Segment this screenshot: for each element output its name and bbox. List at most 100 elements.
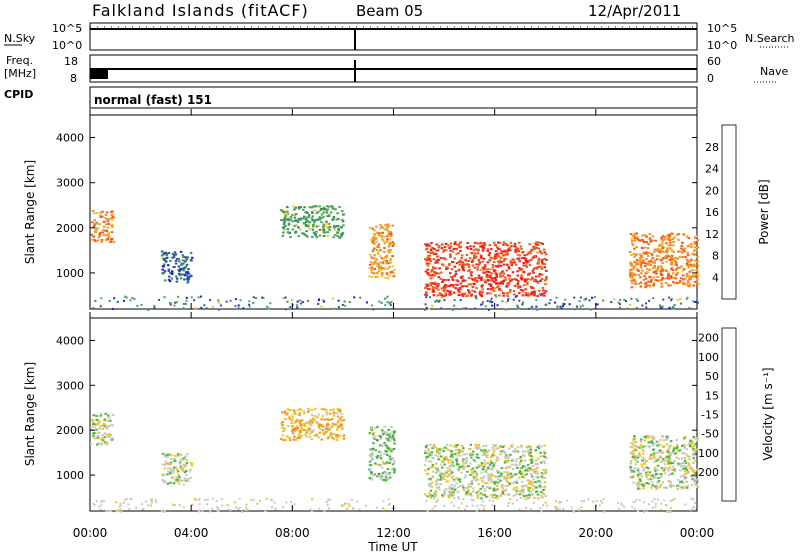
velocity-echo-cell xyxy=(545,504,548,507)
power-echo-cell xyxy=(656,269,659,272)
velocity-echo-cell xyxy=(293,421,296,424)
velocity-echo-cell xyxy=(532,501,535,504)
power-echo-cell xyxy=(307,216,311,218)
power-echo-cell xyxy=(494,250,498,253)
velocity-echo-cell xyxy=(578,508,581,511)
power-echo-cell xyxy=(650,254,654,257)
power-echo-cell xyxy=(186,271,189,274)
power-echo-cell xyxy=(662,298,665,301)
power-echo-cell xyxy=(670,260,673,263)
velocity-echo-cell xyxy=(436,468,439,471)
power-echo-cell xyxy=(529,278,532,281)
velocity-echo-cell xyxy=(325,501,328,504)
power-echo-cell xyxy=(507,266,510,269)
velocity-echo-cell xyxy=(328,412,332,415)
velocity-echo-cell xyxy=(431,464,435,467)
power-colorbar-tick: 16 xyxy=(705,206,719,219)
power-echo-cell xyxy=(237,306,240,309)
velocity-echo-cell xyxy=(652,448,655,451)
power-echo-cell xyxy=(93,224,96,227)
power-echo-cell xyxy=(520,251,524,254)
power-echo-cell xyxy=(184,256,187,259)
velocity-echo-cell xyxy=(491,474,494,477)
velocity-echo-cell xyxy=(381,472,385,475)
velocity-echo-cell xyxy=(530,462,533,464)
power-echo-cell xyxy=(658,248,662,251)
velocity-echo-cell xyxy=(370,472,373,475)
power-echo-cell xyxy=(630,253,633,256)
velocity-echo-cell xyxy=(369,448,372,451)
velocity-echo-cell xyxy=(540,510,543,513)
power-echo-cell xyxy=(508,277,511,280)
power-echo-cell xyxy=(377,270,381,273)
power-echo-cell xyxy=(535,299,538,301)
velocity-echo-cell xyxy=(529,479,532,482)
power-echo-cell xyxy=(505,285,509,288)
power-echo-cell xyxy=(389,304,392,307)
velocity-echo-cell xyxy=(189,476,193,479)
velocity-echo-cell xyxy=(456,491,459,494)
power-echo-cell xyxy=(330,205,334,208)
velocity-echo-cell xyxy=(469,468,473,471)
power-echo-cell xyxy=(654,279,657,281)
velocity-echo-cell xyxy=(518,493,521,496)
velocity-echo-cell xyxy=(633,467,637,470)
power-echo-cell xyxy=(455,253,458,256)
power-echo-cell xyxy=(426,257,429,259)
velocity-echo-cell xyxy=(471,467,475,470)
power-echo-cell xyxy=(694,281,697,283)
power-echo-cell xyxy=(643,261,646,264)
power-echo-cell xyxy=(474,296,477,299)
power-echo-cell xyxy=(302,217,305,220)
velocity-echo-cell xyxy=(454,445,457,448)
velocity-echo-cell xyxy=(555,500,557,503)
power-echo-cell xyxy=(426,264,429,267)
power-echo-cell xyxy=(480,295,484,298)
power-echo-cell xyxy=(686,253,690,256)
power-echo-cell xyxy=(480,293,483,296)
velocity-echo-cell xyxy=(537,447,541,450)
velocity-echo-cell xyxy=(166,473,169,476)
power-echo-cell xyxy=(534,275,538,278)
power-echo-cell xyxy=(386,273,389,276)
velocity-colorbar-tick: 100 xyxy=(698,351,719,364)
velocity-echo-cell xyxy=(505,478,508,481)
power-echo-cell xyxy=(180,262,183,265)
velocity-echo-cell xyxy=(544,495,547,498)
velocity-echo-cell xyxy=(580,506,583,509)
velocity-echo-cell xyxy=(503,455,507,458)
velocity-echo-cell xyxy=(530,458,533,461)
power-echo-cell xyxy=(674,282,677,285)
power-echo-cell xyxy=(657,265,660,268)
power-echo-cell xyxy=(691,252,695,255)
power-echo-cell xyxy=(494,244,497,246)
velocity-echo-cell xyxy=(492,452,495,455)
velocity-echo-cell xyxy=(669,483,673,486)
velocity-echo-cell xyxy=(496,484,499,487)
velocity-echo-cell xyxy=(176,478,179,481)
power-echo-cell xyxy=(321,207,324,210)
power-echo-cell xyxy=(442,249,446,251)
power-echo-cell xyxy=(481,288,484,291)
power-echo-cell xyxy=(194,307,197,310)
power-echo-cell xyxy=(688,270,692,273)
power-echo-cell xyxy=(526,253,529,256)
power-echo-cell xyxy=(500,282,503,285)
power-echo-cell xyxy=(656,267,660,270)
power-echo-cell xyxy=(108,300,111,302)
velocity-echo-cell xyxy=(331,436,334,439)
power-echo-cell xyxy=(504,278,507,281)
velocity-echo-cell xyxy=(221,498,224,501)
velocity-echo-cell xyxy=(446,475,449,478)
power-echo-cell xyxy=(381,271,384,274)
velocity-echo-cell xyxy=(475,471,478,474)
power-echo-cell xyxy=(645,302,647,305)
power-echo-cell xyxy=(693,249,696,252)
time-tick-label: 12:00 xyxy=(376,526,411,540)
velocity-echo-cell xyxy=(496,457,500,460)
power-echo-cell xyxy=(317,210,320,213)
velocity-echo-cell xyxy=(286,408,289,411)
power-echo-cell xyxy=(184,259,187,262)
